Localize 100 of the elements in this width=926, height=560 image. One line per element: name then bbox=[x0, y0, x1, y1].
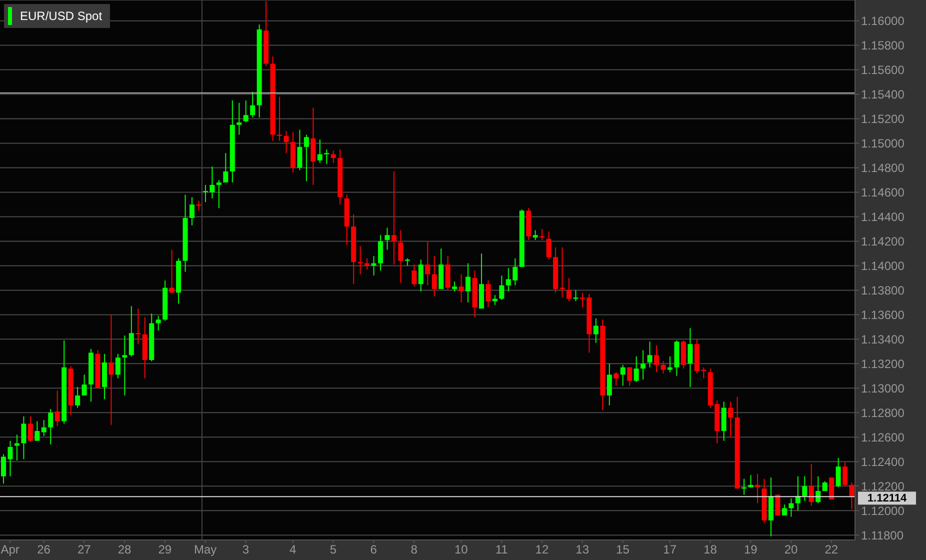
candlestick bbox=[21, 416, 26, 460]
candlestick bbox=[466, 262, 471, 303]
candlestick bbox=[190, 196, 195, 226]
candlestick bbox=[593, 318, 598, 344]
candlestick bbox=[304, 134, 309, 182]
legend-label: EUR/USD Spot bbox=[20, 9, 102, 23]
y-tick-label: 1.14400 bbox=[861, 210, 905, 224]
candlestick bbox=[398, 230, 404, 284]
x-tick-label: 17 bbox=[663, 542, 677, 557]
candlestick bbox=[546, 230, 552, 260]
candlestick bbox=[849, 482, 854, 510]
y-tick-label: 1.15600 bbox=[861, 63, 905, 78]
candlestick bbox=[748, 474, 754, 488]
candlestick bbox=[634, 356, 639, 383]
candlestick bbox=[667, 356, 672, 373]
x-tick-label: 12 bbox=[535, 542, 549, 557]
x-tick-label: 10 bbox=[454, 542, 468, 557]
x-tick-label: 11 bbox=[495, 542, 508, 557]
y-tick-label: 1.14600 bbox=[861, 186, 905, 200]
candlestick bbox=[418, 259, 424, 292]
candlestick bbox=[620, 364, 626, 386]
candlestick bbox=[122, 335, 128, 396]
y-tick-label: 1.15000 bbox=[861, 136, 905, 151]
candlestick bbox=[243, 100, 248, 123]
x-tick-label: 13 bbox=[576, 542, 590, 557]
candlestick bbox=[223, 152, 228, 183]
candlestick bbox=[391, 170, 396, 265]
x-tick-label: 15 bbox=[616, 542, 630, 557]
x-tick-label: 29 bbox=[158, 542, 172, 557]
candlestick bbox=[788, 498, 794, 518]
candlestick bbox=[808, 464, 814, 506]
candlestick bbox=[566, 277, 572, 302]
y-tick-label: 1.12200 bbox=[861, 479, 905, 494]
candlestick bbox=[250, 91, 256, 118]
candlestick bbox=[236, 102, 242, 136]
y-tick-label: 1.13000 bbox=[861, 381, 905, 396]
candlestick bbox=[317, 139, 322, 164]
y-tick-label: 1.14200 bbox=[861, 234, 905, 248]
candlestick bbox=[458, 274, 464, 303]
candlestick bbox=[297, 129, 302, 171]
x-tick-label: 18 bbox=[704, 542, 718, 557]
y-tick-label: 1.14800 bbox=[861, 161, 905, 176]
candlestick bbox=[108, 314, 114, 426]
y-tick-label: 1.12400 bbox=[861, 454, 905, 469]
x-tick-label: 3 bbox=[242, 542, 250, 557]
candlestick bbox=[48, 408, 54, 445]
candlestick bbox=[378, 234, 384, 272]
candlestick bbox=[432, 255, 437, 297]
y-tick-label: 1.13400 bbox=[861, 332, 905, 346]
x-tick-label: 28 bbox=[118, 542, 132, 557]
candlestick bbox=[721, 401, 726, 442]
x-tick-label: 4 bbox=[290, 542, 297, 557]
candlestick bbox=[136, 308, 141, 345]
candlestick bbox=[216, 180, 222, 209]
x-tick-label: 20 bbox=[784, 542, 798, 557]
candlestick bbox=[573, 290, 578, 302]
candlestick bbox=[647, 341, 652, 368]
y-tick-label: 1.15400 bbox=[861, 88, 905, 102]
candlestick bbox=[660, 360, 666, 374]
candlestick bbox=[284, 130, 289, 154]
candlestick bbox=[75, 386, 80, 408]
candlestick bbox=[156, 315, 161, 332]
candlestick bbox=[310, 107, 316, 186]
candlestick bbox=[128, 306, 134, 357]
candlestick bbox=[169, 249, 174, 294]
candlestick bbox=[115, 353, 120, 379]
y-tick-label: 1.11800 bbox=[861, 528, 904, 542]
candlestick bbox=[34, 420, 40, 442]
y-tick-label: 1.12800 bbox=[861, 406, 905, 420]
candlestick bbox=[802, 476, 808, 502]
candlestick bbox=[606, 363, 612, 406]
ref-line-label: 1.12114 bbox=[867, 492, 908, 505]
candlestick bbox=[532, 230, 538, 240]
candlestick bbox=[41, 420, 46, 436]
y-tick-label: 1.16000 bbox=[861, 14, 905, 28]
candlestick bbox=[54, 390, 60, 427]
candlestick bbox=[452, 281, 458, 292]
candlestick bbox=[836, 457, 841, 488]
candlestick bbox=[358, 246, 363, 275]
candlestick bbox=[755, 473, 760, 504]
y-tick-label: 1.13600 bbox=[861, 308, 905, 322]
candlestick bbox=[28, 416, 33, 443]
x-tick-label: 22 bbox=[824, 542, 838, 557]
candlestick bbox=[680, 340, 686, 370]
x-tick-label: Apr bbox=[0, 542, 20, 557]
y-tick-label: 1.14000 bbox=[861, 258, 905, 273]
candlestick bbox=[728, 401, 734, 438]
candlestick bbox=[640, 350, 646, 380]
candlestick bbox=[627, 366, 632, 386]
y-tick-label: 1.12600 bbox=[861, 430, 905, 444]
candlestick bbox=[842, 461, 848, 487]
y-tick-label: 1.12000 bbox=[861, 504, 905, 518]
candlestick bbox=[384, 227, 390, 250]
x-tick-label: 26 bbox=[37, 542, 51, 557]
y-tick-label: 1.15800 bbox=[861, 38, 905, 53]
candlestick bbox=[412, 264, 417, 288]
candlestick bbox=[816, 476, 821, 504]
candlestick bbox=[82, 374, 87, 396]
x-tick-label: May bbox=[194, 542, 217, 557]
x-tick-label: 6 bbox=[370, 542, 378, 557]
